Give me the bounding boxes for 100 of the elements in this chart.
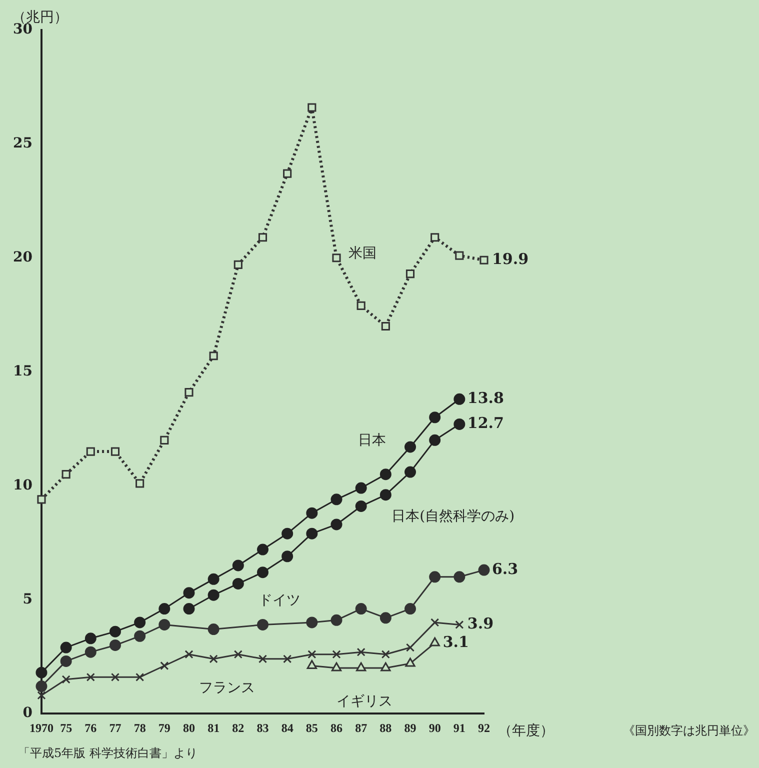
point [158,618,170,630]
x-tick-label: 83 [256,720,269,735]
x-tick-label: 77 [109,720,122,735]
point [84,646,96,658]
point [136,479,144,488]
point [258,233,268,242]
point [454,393,466,405]
y-tick-label: 5 [22,591,32,608]
point [37,691,46,700]
point [330,614,342,626]
point [109,626,121,638]
x-tick-label: 82 [232,720,244,735]
point [62,675,70,684]
point [406,270,415,278]
point [455,620,464,630]
point [183,603,195,615]
point [332,254,341,262]
point [158,603,170,615]
x-tick-label: 90 [428,720,441,735]
x-tick-label: 1970 [29,720,54,735]
series-label: 日本(自然科学のみ) [392,508,515,524]
point [429,434,441,446]
point [430,233,440,242]
point [134,630,146,642]
x-tick-label: 91 [453,720,466,735]
series-label: イギリス [336,694,392,710]
point [256,566,268,578]
point [429,571,441,583]
point [381,650,390,659]
point [355,603,367,615]
point [404,466,416,478]
point [282,550,294,562]
point [36,666,48,678]
point [380,612,392,624]
x-tick-label: 76 [84,720,97,735]
text: 《国別数字は兆円単位》 [623,724,755,738]
point [380,489,392,501]
series-label: ドイツ [258,592,301,608]
x-tick-label: 75 [60,720,72,735]
point [356,301,366,310]
point [306,507,318,519]
point [454,418,466,430]
point [134,616,146,628]
point [306,660,317,669]
point [381,322,390,331]
point [356,648,366,656]
y-tick-label: 15 [13,363,32,380]
point [160,661,169,670]
data-label: 19.9 [492,250,529,268]
point [256,618,268,630]
point [430,618,440,627]
series-label: 日本 [358,432,386,449]
point [454,571,466,583]
point [234,650,242,659]
point [429,412,441,424]
y-tick-label: 20 [13,250,33,266]
point [60,655,72,667]
point [332,650,341,659]
point [258,654,268,664]
x-tick-label: 84 [281,720,294,735]
point [86,447,95,456]
point [356,662,366,672]
point [208,573,220,585]
point [283,169,292,178]
data-label: 3.1 [442,632,469,651]
y-tick-label: 25 [13,136,32,152]
point [232,560,244,572]
point [380,662,391,672]
x-tick-label: 88 [380,720,392,735]
point [160,436,169,444]
point [209,654,218,664]
point [84,632,96,644]
point [380,468,392,480]
point [330,518,342,530]
point [405,658,416,667]
x-tick-label: 92 [478,720,490,735]
series-label: フランス [198,680,255,696]
point [136,672,144,682]
point [430,637,440,646]
point [404,441,416,453]
point [308,103,316,112]
x-tick-label: 80 [182,720,195,735]
point [404,603,416,615]
y-tick-label: 10 [13,477,33,494]
point [282,528,294,540]
point [406,643,415,652]
x-tick-label: 78 [134,720,146,735]
data-label: 13.8 [467,389,504,408]
point [208,589,220,601]
point [330,494,342,506]
point [306,528,318,540]
point [355,482,367,494]
series-label: 米国 [348,246,376,262]
point [62,470,70,479]
point [355,500,367,512]
x-tick-label: 81 [208,720,220,735]
point [37,495,46,504]
data-label: 6.3 [492,560,518,578]
point [480,256,488,264]
y-tick-label: 0 [22,705,33,722]
